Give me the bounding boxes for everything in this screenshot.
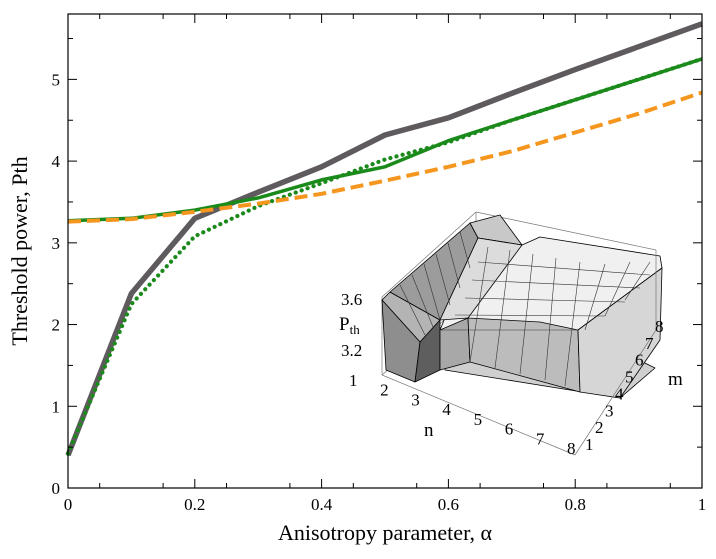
inset-n-ticks: 1 2 3 4 5 6 7 8 xyxy=(349,371,576,458)
inset-z-tick-3.2: 3.2 xyxy=(341,341,362,360)
inset-surface xyxy=(381,214,663,399)
x-tick-label: 1 xyxy=(698,495,707,514)
inset-n-tick: 3 xyxy=(411,390,420,409)
y-tick-label: 4 xyxy=(52,152,61,171)
inset-m-tick: 2 xyxy=(595,418,604,437)
inset-m-tick: 4 xyxy=(615,384,624,403)
inset-m-tick: 5 xyxy=(625,368,634,387)
ticks-layer xyxy=(67,14,703,489)
x-tick-label: 0.6 xyxy=(438,495,459,514)
inset-n-tick: 6 xyxy=(505,420,514,439)
inset-n-tick: 8 xyxy=(567,439,576,458)
inset-m-label: m xyxy=(668,369,683,390)
x-tick-label: 0.4 xyxy=(311,495,333,514)
plot-frame xyxy=(67,13,703,489)
y-tick-label: 5 xyxy=(52,70,61,89)
inset-n-tick: 7 xyxy=(536,429,545,448)
series-layer xyxy=(65,21,705,457)
inset-m-tick: 6 xyxy=(635,351,644,370)
inset-n-tick: 4 xyxy=(442,400,451,419)
inset-n-tick: 2 xyxy=(380,381,389,400)
y-tick-label: 0 xyxy=(52,479,61,498)
inset-n-tick: 1 xyxy=(349,371,358,390)
y-tick-label: 2 xyxy=(52,316,61,335)
inset-m-tick: 8 xyxy=(655,317,664,336)
x-axis-label: Anisotropy parameter, α xyxy=(278,520,493,545)
inset-m-tick: 7 xyxy=(645,334,654,353)
y-tick-label: 1 xyxy=(52,397,61,416)
series-line-2 xyxy=(67,57,703,223)
inset-m-tick: 3 xyxy=(605,401,614,420)
inset-n-label: n xyxy=(424,420,434,441)
inset-z-tick-3.6: 3.6 xyxy=(341,290,362,309)
x-tick-label: 0.8 xyxy=(565,495,586,514)
inset-m-tick: 1 xyxy=(585,435,594,454)
series-line-1 xyxy=(65,21,703,457)
x-tick-label: 0 xyxy=(64,495,73,514)
series-line-3 xyxy=(65,56,705,456)
inset-n-tick: 5 xyxy=(474,410,483,429)
x-tick-label: 0.2 xyxy=(184,495,205,514)
inset-box-front xyxy=(381,250,657,456)
inset-z-label: Pth xyxy=(339,314,360,337)
y-tick-label: 3 xyxy=(52,234,61,253)
y-axis-label: Threshold power, Pth xyxy=(7,156,32,345)
series-line-4 xyxy=(67,90,703,224)
